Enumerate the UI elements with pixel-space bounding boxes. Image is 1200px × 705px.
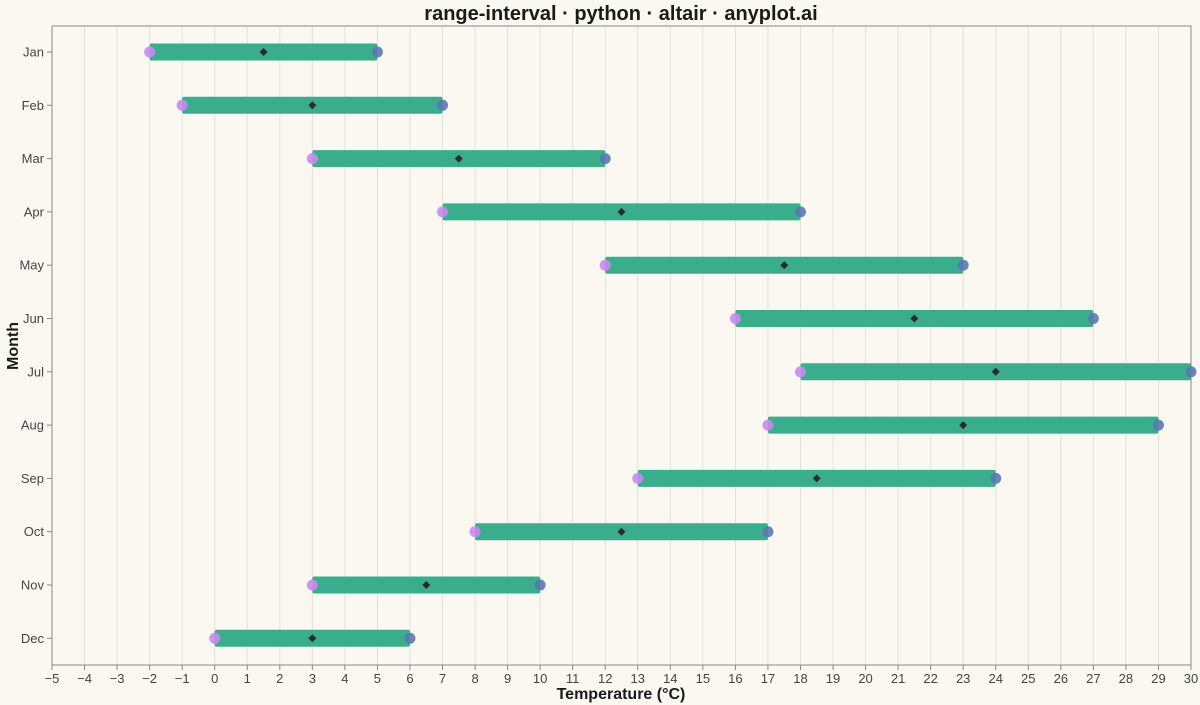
midpoint-marker xyxy=(617,527,626,536)
midpoint-marker xyxy=(959,421,968,430)
midpoint-marker xyxy=(617,207,626,216)
high-point xyxy=(599,153,611,165)
x-tick-label: 21 xyxy=(891,671,905,686)
x-tick-label: −2 xyxy=(142,671,157,686)
low-point xyxy=(794,366,806,378)
x-tick-label: 27 xyxy=(1086,671,1100,686)
midpoint-marker xyxy=(454,154,463,163)
low-point xyxy=(144,46,156,58)
high-point xyxy=(794,206,806,218)
low-point xyxy=(176,99,188,111)
x-tick-label: 16 xyxy=(728,671,742,686)
x-tick-label: 29 xyxy=(1151,671,1165,686)
x-tick-label: 30 xyxy=(1184,671,1198,686)
low-point xyxy=(632,472,644,484)
low-point xyxy=(209,632,221,644)
midpoint-marker xyxy=(308,101,317,110)
x-tick-label: 13 xyxy=(631,671,645,686)
x-tick-label: 0 xyxy=(211,671,218,686)
x-tick-label: 19 xyxy=(826,671,840,686)
y-tick-label: Jun xyxy=(23,311,44,326)
chart-title: range-interval · python · altair · anypl… xyxy=(424,3,817,25)
x-tick-label: 20 xyxy=(858,671,872,686)
high-point xyxy=(1087,313,1099,324)
y-tick-label: Nov xyxy=(21,578,45,593)
x-tick-label: 11 xyxy=(566,671,580,686)
x-tick-label: −5 xyxy=(45,671,60,686)
range-bars xyxy=(144,43,1197,647)
x-tick-label: 10 xyxy=(533,671,547,686)
grid-lines xyxy=(51,26,1192,665)
y-tick-label: Dec xyxy=(21,631,45,646)
x-tick-label: 28 xyxy=(1119,671,1133,686)
midpoint-marker xyxy=(780,261,789,270)
x-tick-label: −3 xyxy=(110,671,125,686)
x-tick-label: 26 xyxy=(1054,671,1068,686)
y-axis: Jan Feb Mar Apr May Jun Jul Aug Sep Oct Nov Dec xyxy=(19,45,52,646)
x-tick-label: 3 xyxy=(309,671,316,686)
x-axis: −5 −4 −3 −2 −1 0 1 2 3 4 5 6 7 8 9 10 11 12 13 14 15 16 17 18 19… xyxy=(45,665,1198,686)
x-tick-label: 2 xyxy=(276,671,283,686)
midpoint-marker xyxy=(259,48,268,56)
x-tick-label: 23 xyxy=(956,671,970,686)
low-point xyxy=(469,526,481,538)
x-tick-label: 24 xyxy=(989,671,1003,686)
high-point xyxy=(1152,419,1164,431)
y-tick-label: Jul xyxy=(27,364,44,379)
x-tick-label: 15 xyxy=(696,671,710,686)
x-tick-label: 9 xyxy=(504,671,511,686)
x-tick-label: 8 xyxy=(471,671,478,686)
y-tick-label: Feb xyxy=(22,98,44,113)
high-point xyxy=(437,99,449,111)
x-tick-label: 17 xyxy=(761,671,775,686)
y-tick-label: Jan xyxy=(23,45,44,60)
y-tick-label: Apr xyxy=(24,204,45,219)
midpoint-marker xyxy=(422,581,431,589)
y-tick-label: May xyxy=(19,258,44,273)
high-point xyxy=(762,526,774,538)
x-tick-label: 6 xyxy=(406,671,413,686)
high-point xyxy=(404,632,416,644)
midpoint-marker xyxy=(991,367,1000,376)
low-point xyxy=(306,153,318,165)
x-tick-label: 22 xyxy=(923,671,937,686)
y-tick-label: Aug xyxy=(21,418,44,433)
x-tick-label: 7 xyxy=(439,671,446,686)
y-tick-label: Sep xyxy=(21,471,44,486)
x-tick-label: 5 xyxy=(374,671,381,686)
x-axis-title: Temperature (°C) xyxy=(557,686,686,703)
low-point xyxy=(762,419,774,431)
high-point xyxy=(371,46,383,58)
x-tick-label: 1 xyxy=(244,671,251,686)
low-point xyxy=(599,259,611,271)
y-axis-title: Month xyxy=(5,322,22,370)
x-tick-label: −1 xyxy=(175,671,190,686)
x-tick-label: 12 xyxy=(598,671,612,686)
y-tick-label: Mar xyxy=(22,151,45,166)
high-point xyxy=(1185,366,1197,378)
x-tick-label: 18 xyxy=(793,671,807,686)
midpoint-marker xyxy=(910,314,919,323)
low-point xyxy=(437,206,449,218)
low-point xyxy=(306,579,318,591)
high-point xyxy=(534,579,546,591)
midpoint-marker xyxy=(308,634,317,643)
x-tick-label: 14 xyxy=(663,671,677,686)
high-point xyxy=(990,472,1002,484)
y-tick-label: Oct xyxy=(24,524,45,539)
x-tick-label: 25 xyxy=(1021,671,1035,686)
midpoint-marker xyxy=(812,474,821,483)
low-point xyxy=(729,313,741,324)
x-tick-label: 4 xyxy=(341,671,348,686)
plot-frame xyxy=(51,25,1192,666)
x-tick-label: −4 xyxy=(77,671,92,686)
high-point xyxy=(957,259,969,271)
